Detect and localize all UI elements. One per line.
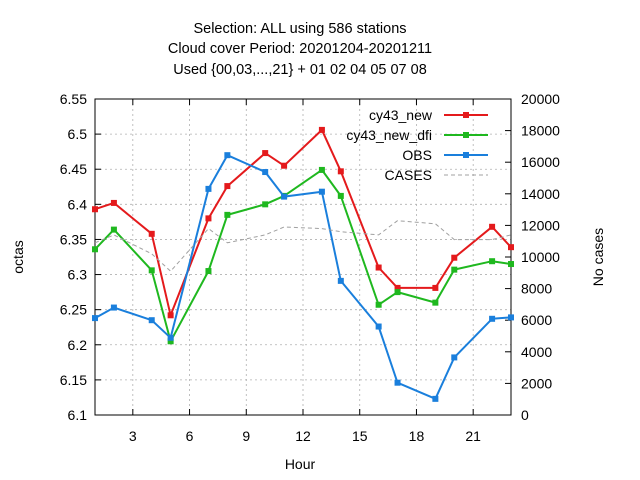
series-point-0 bbox=[92, 206, 98, 213]
y-axis-label: octas bbox=[10, 240, 26, 273]
series-point-2 bbox=[432, 395, 439, 402]
series-point-1 bbox=[148, 267, 155, 274]
series-point-0 bbox=[451, 254, 458, 261]
series-point-2 bbox=[92, 315, 98, 322]
series-point-2 bbox=[489, 315, 496, 322]
series-point-0 bbox=[489, 223, 496, 230]
series-point-1 bbox=[110, 226, 117, 233]
y2-tick-label: 6000 bbox=[521, 312, 552, 328]
x-axis-label: Hour bbox=[285, 456, 316, 472]
series-line-1 bbox=[94, 168, 512, 343]
series-point-2 bbox=[337, 277, 344, 284]
series-point-1 bbox=[508, 261, 514, 268]
series-point-1 bbox=[224, 211, 231, 218]
legend-label: cy43_new_dfi bbox=[346, 127, 432, 143]
chart-title-line-1: Selection: ALL using 586 stations bbox=[193, 21, 406, 37]
x-tick-label: 3 bbox=[129, 428, 137, 444]
y2-tick-label: 10000 bbox=[521, 249, 560, 265]
series-point-2 bbox=[205, 185, 212, 192]
y-tick-label: 6.55 bbox=[60, 91, 87, 107]
series-point-2 bbox=[148, 317, 155, 324]
series-point-0 bbox=[394, 284, 401, 291]
series-point-1 bbox=[489, 258, 496, 265]
series-point-0 bbox=[432, 284, 439, 291]
legend-label: cy43_new bbox=[369, 107, 433, 123]
series-point-0 bbox=[508, 244, 514, 251]
x-tick-label: 18 bbox=[409, 428, 425, 444]
y-tick-label: 6.4 bbox=[68, 196, 88, 212]
series-point-1 bbox=[205, 268, 212, 275]
series-point-0 bbox=[262, 150, 269, 157]
series-point-2 bbox=[281, 193, 288, 200]
series-point-1 bbox=[318, 166, 325, 173]
legend-swatch-point bbox=[463, 132, 469, 138]
series-point-1 bbox=[432, 299, 439, 306]
y-tick-label: 6.3 bbox=[68, 267, 88, 283]
legend-label: CASES bbox=[385, 167, 432, 183]
y2-tick-label: 12000 bbox=[521, 217, 560, 233]
chart-title-line-3: Used {00,03,...,21} + 01 02 04 05 07 08 bbox=[173, 62, 427, 78]
y2-tick-label: 16000 bbox=[521, 154, 560, 170]
series-point-1 bbox=[262, 201, 269, 208]
series-point-2 bbox=[318, 188, 325, 195]
legend-label: OBS bbox=[402, 147, 432, 163]
y2-tick-label: 14000 bbox=[521, 186, 560, 202]
series-point-1 bbox=[451, 266, 458, 273]
series-point-2 bbox=[451, 354, 458, 361]
series bbox=[92, 126, 514, 402]
series-point-0 bbox=[337, 168, 344, 175]
series-point-0 bbox=[110, 199, 117, 206]
y2-tick-label: 20000 bbox=[521, 91, 560, 107]
series-point-0 bbox=[148, 230, 155, 237]
x-tick-label: 12 bbox=[295, 428, 311, 444]
series-line-2 bbox=[94, 154, 512, 400]
y-tick-label: 6.15 bbox=[60, 372, 87, 388]
legend-swatch-point bbox=[463, 152, 469, 158]
axis-ticks: 3 6 9 12 15 18 21 6.1 6.15 6.2 6.25 6.3 6.35 6.4 6.45 6… bbox=[60, 91, 560, 444]
series-line-0 bbox=[94, 128, 512, 317]
series-point-1 bbox=[337, 192, 344, 199]
y2-tick-label: 0 bbox=[521, 407, 529, 423]
y2-tick-label: 2000 bbox=[521, 375, 552, 391]
series-point-1 bbox=[375, 301, 382, 308]
series-line-3 bbox=[94, 220, 512, 272]
series-point-0 bbox=[167, 312, 174, 319]
series-point-0 bbox=[205, 215, 212, 222]
series-point-2 bbox=[508, 314, 514, 321]
y-tick-label: 6.25 bbox=[60, 302, 87, 318]
chart-title-line-2: Cloud cover Period: 20201204-20201211 bbox=[168, 41, 432, 57]
y-tick-label: 6.5 bbox=[68, 126, 88, 142]
y2-axis-label: No cases bbox=[590, 228, 606, 286]
series-point-0 bbox=[281, 162, 288, 169]
series-point-1 bbox=[92, 246, 98, 253]
series-point-1 bbox=[167, 338, 174, 345]
x-tick-label: 21 bbox=[465, 428, 481, 444]
grid bbox=[95, 99, 511, 415]
series-point-0 bbox=[375, 264, 382, 271]
y-tick-label: 6.1 bbox=[68, 407, 88, 423]
y2-tick-label: 4000 bbox=[521, 344, 552, 360]
y2-tick-label: 8000 bbox=[521, 281, 552, 297]
legend-swatch-point bbox=[463, 112, 469, 118]
y2-tick-label: 18000 bbox=[521, 123, 560, 139]
series-point-0 bbox=[318, 126, 325, 133]
y-tick-label: 6.35 bbox=[60, 231, 87, 247]
series-point-2 bbox=[262, 169, 269, 176]
y-tick-label: 6.2 bbox=[68, 337, 88, 353]
series-point-2 bbox=[110, 304, 117, 311]
series-point-1 bbox=[394, 289, 401, 296]
series-point-0 bbox=[224, 183, 231, 190]
series-point-2 bbox=[375, 323, 382, 330]
legend: cy43_new cy43_new_dfi OBS CASES bbox=[346, 107, 488, 183]
x-tick-label: 9 bbox=[242, 428, 250, 444]
series-point-2 bbox=[394, 379, 401, 386]
x-tick-label: 15 bbox=[352, 428, 368, 444]
series-point-2 bbox=[167, 334, 174, 341]
y-tick-label: 6.45 bbox=[60, 161, 87, 177]
series-point-2 bbox=[224, 152, 231, 159]
x-tick-label: 6 bbox=[186, 428, 194, 444]
